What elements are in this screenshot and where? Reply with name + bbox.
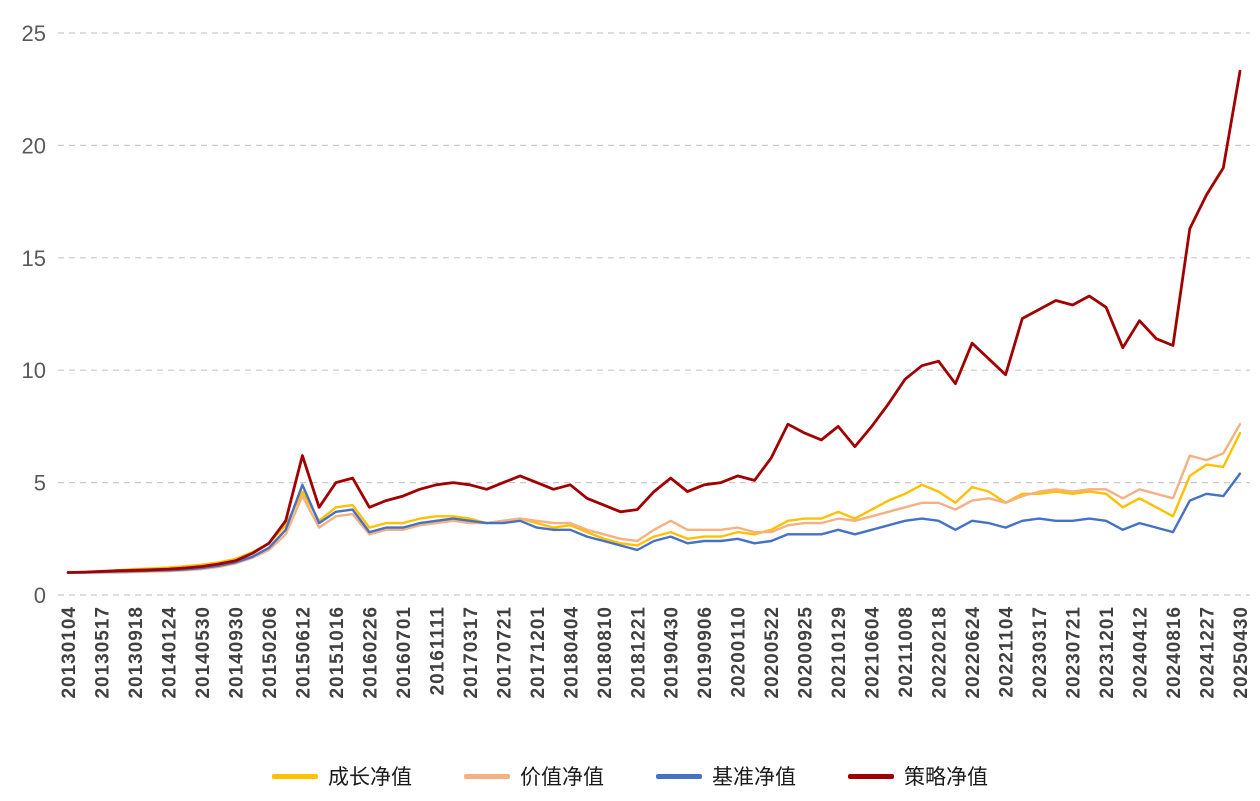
legend-swatch-growth [272,773,318,779]
legend-label-benchmark: 基准净值 [712,765,796,789]
x-tick-label: 20150612 [293,606,314,699]
x-tick-label: 20130517 [92,606,113,699]
x-tick-label: 20211008 [896,606,917,698]
x-tick-label: 20221104 [997,606,1018,698]
x-tick-label: 20170317 [461,606,482,699]
x-tick-label: 20160701 [394,606,415,699]
legend-label-growth: 成长净值 [328,765,412,789]
series-line-strategy [66,69,1242,574]
legend-swatch-strategy [848,773,894,779]
legend-swatch-value [464,773,510,779]
legend-swatch-benchmark [656,773,702,779]
y-tick-label: 15 [22,246,46,271]
x-tick-label: 20140930 [226,606,247,699]
series-line-growth [66,431,1242,574]
x-tick-label: 20190430 [662,606,683,699]
legend-item-strategy: 策略净值 [848,761,988,791]
y-tick-label: 25 [22,21,46,46]
x-tick-label: 20240816 [1164,606,1185,699]
legend-item-growth: 成长净值 [272,761,412,791]
x-tick-label: 20210129 [829,606,850,699]
x-tick-label: 20210604 [863,606,884,699]
y-tick-label: 10 [22,358,46,383]
legend-label-strategy: 策略净值 [904,765,988,789]
x-tick-label: 20241227 [1198,606,1219,699]
x-tick-label: 20140530 [193,606,214,699]
series-line-value [66,423,1242,574]
x-tick-label: 20150206 [260,606,281,699]
x-tick-label: 20220624 [963,606,984,699]
plot-svg: 0 5 10 15 20 25 20130104 20130517 20130918 201401… [22,21,1252,699]
x-tick-label: 20161111 [427,606,448,695]
x-tick-label: 20231201 [1097,606,1118,699]
x-tick-label: 20250430 [1231,606,1252,699]
x-tick-label: 20180404 [561,606,582,699]
series-line-benchmark [66,472,1242,574]
x-tick-label: 20140124 [159,606,180,699]
x-tick-label: 20230317 [1030,606,1051,699]
x-tick-label: 20160226 [360,606,381,699]
legend-label-value: 价值净值 [520,765,604,789]
x-tick-label: 20230721 [1064,606,1085,699]
x-tick-label: 20151016 [327,606,348,699]
x-tick-label: 20190906 [695,606,716,699]
x-tick-label: 20200925 [796,606,817,699]
y-tick-label: 20 [22,133,46,158]
x-tick-label: 20240412 [1131,606,1152,699]
x-tick-label: 20220218 [930,606,951,699]
x-tick-label: 20200522 [762,606,783,699]
y-tick-label: 5 [34,471,46,496]
x-tick-label: 20180810 [595,606,616,699]
x-tick-label: 20200110 [729,606,750,698]
y-tick-label: 0 [34,583,46,608]
x-tick-label: 20130918 [126,606,147,699]
legend-item-benchmark: 基准净值 [656,761,796,791]
chart-legend: 成长净值 价值净值 基准净值 策略净值 [0,754,1260,798]
x-tick-label: 20170721 [494,606,515,699]
legend-item-value: 价值净值 [464,761,604,791]
x-tick-label: 20171201 [528,606,549,699]
x-tick-label: 20181221 [628,606,649,699]
x-tick-label: 20130104 [59,606,80,699]
